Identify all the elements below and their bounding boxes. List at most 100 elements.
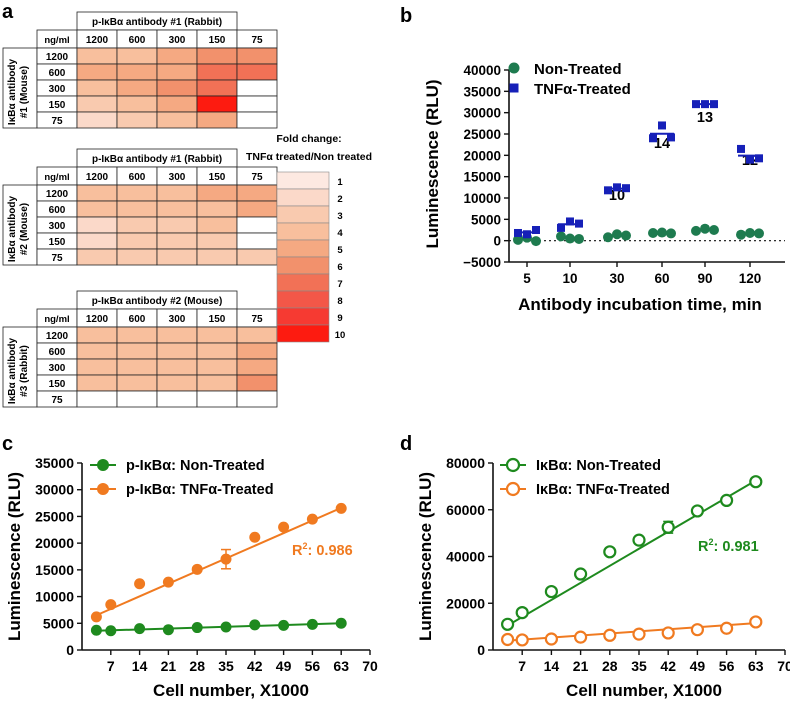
legend-marker <box>505 457 521 473</box>
x-tick-label: 35 <box>218 658 234 674</box>
legend-swatch <box>276 273 330 292</box>
x-tick-label: 28 <box>602 658 618 674</box>
data-point-open-circle <box>749 615 763 629</box>
data-point-circle <box>513 234 523 245</box>
y-tick-label: 20000 <box>35 535 74 551</box>
x-tick-label: 14 <box>132 658 148 674</box>
heatmap-cell <box>156 326 198 344</box>
data-point-square <box>746 155 754 164</box>
data-point-circle <box>191 622 203 634</box>
data-point-open-circle <box>515 605 529 620</box>
column-conc-label: 1200 <box>86 314 109 325</box>
panel-label-a: a <box>2 1 14 23</box>
y-tick-label: 25000 <box>463 127 501 142</box>
column-conc-label: 150 <box>209 172 226 183</box>
x-tick-label: 70 <box>362 658 378 674</box>
heatmap-cell <box>236 358 278 376</box>
heatmap-cell <box>236 390 278 408</box>
heatmap-cell <box>76 248 118 266</box>
y-axis-title: Luminescence (RLU) <box>416 472 435 641</box>
data-point-square <box>658 121 666 130</box>
heatmap-cell <box>156 95 198 113</box>
x-tick-label: 70 <box>777 658 790 674</box>
data-point-circle <box>691 225 701 236</box>
heatmap-cell <box>196 232 238 250</box>
legend-label: IκBα: TNFα-Treated <box>536 482 670 498</box>
column-conc-label: 75 <box>251 35 263 46</box>
panel-label-c: c <box>2 433 13 455</box>
column-conc-label: 600 <box>129 35 146 46</box>
heatmap-cell <box>76 374 118 392</box>
legend-title-line1: Fold change: <box>276 133 341 145</box>
y-axis-title: Luminescence (RLU) <box>5 472 24 641</box>
data-point-circle <box>191 563 203 575</box>
heatmap-cell <box>116 374 158 392</box>
legend-level-label: 3 <box>337 211 342 222</box>
heatmap-panel: p-IκBα antibody #1 (Rabbit) ng/ml 1200 600 3… <box>2 11 278 408</box>
data-point-open-circle <box>690 504 705 518</box>
heatmap-cell <box>76 47 118 65</box>
fold-change-legend: Fold change: TNFα treated/Non treated 1 2 3 4… <box>246 133 372 343</box>
r-squared-exponent: 2 <box>302 541 307 551</box>
r-squared-symbol: R <box>698 539 709 555</box>
heatmap-cell <box>196 111 238 129</box>
row-antibody-title-line2: #2 (Mouse) <box>19 203 30 255</box>
heatmap-cell <box>236 200 278 218</box>
heatmap-cell <box>116 232 158 250</box>
heatmap-cell <box>116 358 158 376</box>
data-point-circle <box>648 227 658 238</box>
heatmap-cell <box>196 248 238 266</box>
data-point-open-circle <box>603 628 617 642</box>
heatmap-cell <box>236 216 278 234</box>
row-conc-label: 150 <box>49 237 66 248</box>
data-point-circle <box>736 229 746 240</box>
x-tick-label: 63 <box>333 658 349 674</box>
legend-title-line2: TNFα treated/Non treated <box>246 151 372 163</box>
y-tick-label: 10000 <box>35 589 74 605</box>
data-point-open-circle <box>661 626 675 640</box>
legend-marker <box>509 83 519 93</box>
data-point-circle <box>612 229 622 240</box>
x-axis-title: Antibody incubation time, min <box>518 295 762 314</box>
x-tick-label: 21 <box>161 658 177 674</box>
data-point-square <box>523 230 531 239</box>
heatmap-cell <box>196 374 238 392</box>
column-conc-label: 300 <box>169 314 186 325</box>
data-point-square <box>514 228 522 237</box>
y-tick-label: 30000 <box>463 106 501 121</box>
heatmap-cell <box>156 79 198 97</box>
data-point-square <box>566 217 574 226</box>
y-tick-label: 60000 <box>446 502 485 518</box>
legend-marker <box>97 483 109 495</box>
y-tick-label: 0 <box>66 642 74 658</box>
data-point-open-circle <box>719 493 734 507</box>
data-point-open-circle <box>573 567 588 581</box>
data-point-open-circle <box>632 627 646 641</box>
heatmap-cell <box>76 326 118 344</box>
x-tick-label: 35 <box>631 658 647 674</box>
y-tick-label: 80000 <box>446 455 485 471</box>
legend-level-label: 5 <box>337 245 343 256</box>
series-non-treated <box>501 475 763 631</box>
column-conc-label: 600 <box>129 172 146 183</box>
chart-b: −5000 0 5000 10000 15000 20000 25000 30000 35000… <box>423 61 785 314</box>
legend-label: TNFα-Treated <box>534 81 631 98</box>
heatmap-table-3: p-IκBα antibody #2 (Mouse) ng/ml 1200 600 30… <box>2 290 278 408</box>
data-point-circle <box>603 232 613 243</box>
legend-label: p-IκBα: TNFα-Treated <box>126 482 274 498</box>
data-point-open-circle <box>544 632 559 646</box>
heatmap-cell <box>236 111 278 129</box>
heatmap-cell <box>116 63 158 81</box>
heatmap-table-2: p-IκBα antibody #1 (Rabbit) ng/ml 1200 600 3… <box>2 148 278 266</box>
data-point-circle <box>90 611 102 623</box>
data-point-circle <box>531 236 541 247</box>
r-squared-symbol: R <box>292 543 303 559</box>
data-point-open-circle <box>749 475 763 489</box>
r-squared-value: : 0.981 <box>714 539 759 555</box>
row-conc-label: 300 <box>49 221 66 232</box>
heatmap-cell <box>236 79 278 97</box>
x-tick-label: 63 <box>748 658 764 674</box>
heatmap-cell <box>236 248 278 266</box>
row-antibody-title-line1: IκBα antibody <box>7 195 18 262</box>
legend-label: IκBα: Non-Treated <box>536 458 661 474</box>
